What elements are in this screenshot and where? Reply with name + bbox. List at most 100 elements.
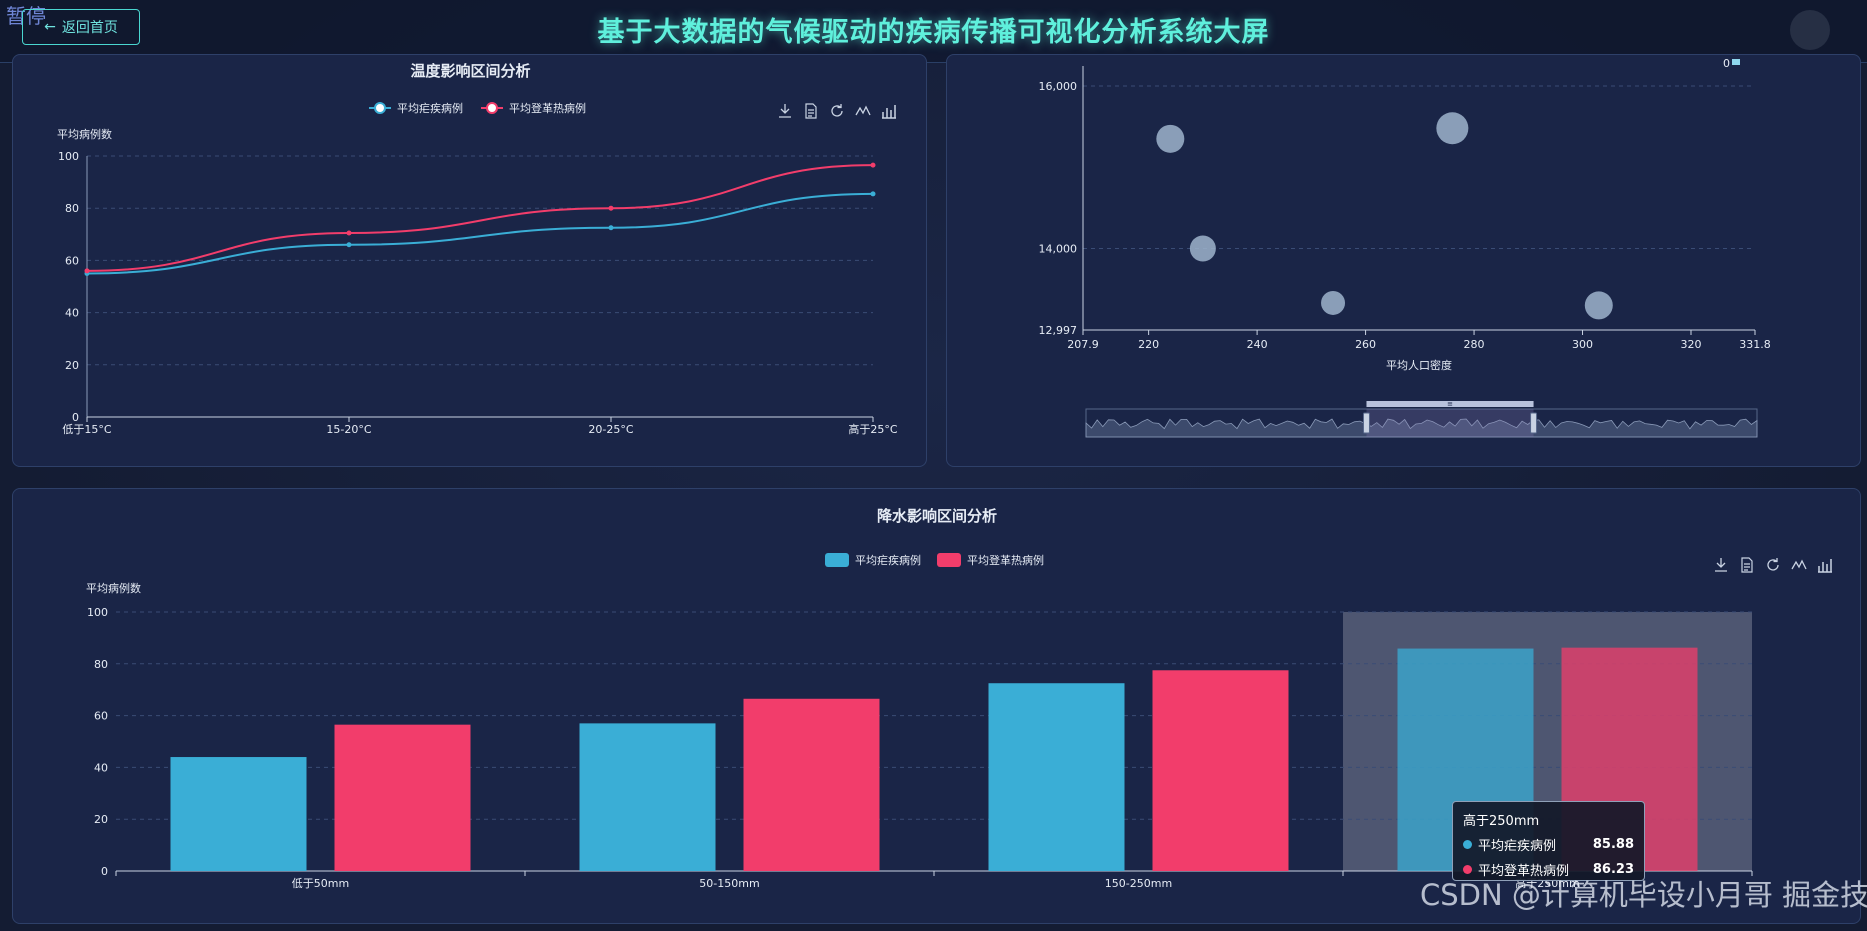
y-tick-label: 80 — [65, 202, 79, 215]
scatter-bubble — [1436, 112, 1469, 145]
data-point — [870, 191, 876, 197]
tooltip-row-name: 平均登革热病例 — [1478, 864, 1570, 879]
precipitation-toolbox — [1713, 557, 1833, 573]
x-tick-label: 240 — [1247, 338, 1268, 351]
avatar — [1790, 10, 1830, 50]
data-point — [870, 162, 876, 168]
series-line-dengue — [86, 164, 874, 272]
datazoom-handle[interactable] — [1530, 412, 1538, 434]
chart-title: 降水影响区间分析 — [877, 507, 997, 525]
restore-icon[interactable] — [1765, 557, 1781, 573]
bar-malaria[interactable] — [170, 757, 307, 871]
x-tick-label: 15-20°C — [326, 423, 371, 436]
y-tick-label: 40 — [94, 761, 108, 774]
y-tick-label: 40 — [65, 307, 79, 320]
y-tick-label: 12,997 — [1039, 324, 1078, 337]
bar-dengue[interactable] — [743, 698, 880, 871]
data-point — [346, 242, 352, 248]
pause-label[interactable]: 暂停 — [6, 4, 46, 28]
bar-malaria[interactable] — [579, 723, 716, 871]
x-tick-label: 207.9 — [1067, 338, 1099, 351]
x-tick-label: 低于50mm — [292, 877, 349, 890]
scatter-bubble — [1321, 290, 1346, 315]
line-chart-icon[interactable] — [855, 103, 871, 119]
legend-label: 平均疟疾病例 — [855, 553, 921, 567]
scatter-bubble — [1584, 291, 1613, 320]
back-home-label: 返回首页 — [61, 20, 118, 36]
data-point — [346, 230, 352, 236]
data-point — [608, 225, 614, 231]
download-icon[interactable] — [1713, 557, 1729, 573]
data-view-icon[interactable] — [1739, 557, 1755, 573]
top-header-bar: 暂停 ← 返回首页 基于大数据的气候驱动的疾病传播可视化分析系统大屏 — [0, 0, 1867, 63]
bar-malaria[interactable] — [988, 683, 1125, 871]
bar-chart-icon[interactable] — [881, 103, 897, 119]
population-density-panel: 12,997 14,000 16,000 207.9 220 240 260 280 300 32… — [946, 54, 1861, 467]
x-tick-label: 300 — [1572, 338, 1593, 351]
y-tick-label: 60 — [65, 254, 79, 267]
restore-icon[interactable] — [829, 103, 845, 119]
x-tick-label: 150-250mm — [1105, 877, 1172, 890]
temperature-toolbox — [777, 103, 897, 119]
y-tick-label: 16,000 — [1039, 80, 1078, 93]
tooltip-row-value: 85.88 — [1592, 837, 1634, 852]
y-tick-label: 20 — [65, 359, 79, 372]
y-tick-label: 0 — [101, 865, 108, 878]
x-axis-label: 平均人口密度 — [1386, 358, 1452, 372]
data-point — [608, 205, 614, 211]
watermark: CSDN @计算机毕设小月哥 掘金技术社区 — [1420, 878, 1867, 912]
y-axis-label: 平均病例数 — [86, 581, 141, 595]
x-tick-label: 50-150mm — [699, 877, 759, 890]
legend-value: 0 — [1723, 57, 1730, 70]
bar-dengue[interactable] — [334, 724, 471, 871]
legend-swatch — [825, 553, 849, 567]
back-home-button[interactable]: ← 返回首页 — [22, 9, 140, 45]
legend-label: 平均登革热病例 — [967, 553, 1044, 567]
data-view-icon[interactable] — [803, 103, 819, 119]
y-tick-label: 60 — [94, 710, 108, 723]
line-chart-icon[interactable] — [1791, 557, 1807, 573]
x-tick-label: 高于25°C — [848, 422, 897, 436]
legend-label: 平均登革热病例 — [509, 101, 586, 115]
x-tick-label: 260 — [1355, 338, 1376, 351]
arrow-left-icon: ← — [44, 19, 56, 35]
x-tick-label: 320 — [1681, 338, 1702, 351]
page-title: 基于大数据的气候驱动的疾病传播可视化分析系统大屏 — [597, 17, 1270, 48]
legend-marker — [486, 102, 498, 114]
x-tick-label: 低于15°C — [62, 423, 111, 436]
population-density-scatter-chart: 12,997 14,000 16,000 207.9 220 240 260 280 300 32… — [1039, 57, 1771, 438]
bar-dengue[interactable] — [1152, 670, 1289, 871]
bar-chart-icon[interactable] — [1817, 557, 1833, 573]
bar-tooltip: 高于250mm 平均疟疾病例 85.88 平均登革热病例 86.23 — [1452, 801, 1645, 881]
y-tick-label: 20 — [94, 813, 108, 826]
tooltip-row-malaria: 平均疟疾病例 85.88 — [1463, 835, 1634, 854]
x-tick-label: 220 — [1138, 338, 1159, 351]
tooltip-row-name: 平均疟疾病例 — [1478, 839, 1557, 854]
scatter-bubble — [1189, 235, 1216, 262]
tooltip-row-dengue: 平均登革热病例 86.23 — [1463, 860, 1634, 879]
datazoom-sparkline — [1085, 418, 1758, 438]
data-point — [84, 268, 90, 274]
x-tick-label: 20-25°C — [588, 423, 633, 436]
y-tick-label: 80 — [94, 658, 108, 671]
legend-label: 平均疟疾病例 — [397, 101, 463, 115]
tooltip-title: 高于250mm — [1463, 814, 1540, 829]
datazoom-top-bar — [1366, 401, 1534, 407]
datazoom-selection — [1366, 409, 1534, 437]
download-icon[interactable] — [777, 103, 793, 119]
datazoom-top-bar-grip: ≡ — [1447, 400, 1453, 408]
temperature-analysis-panel: 温度影响区间分析 平均病例数 0 20 40 60 80 100 低于15°C 15-20°C 20… — [12, 54, 927, 467]
tooltip-row-value: 86.23 — [1592, 862, 1634, 877]
scatter-bubble — [1156, 124, 1185, 153]
x-tick-label: 280 — [1464, 338, 1485, 351]
legend-swatch — [1732, 59, 1740, 65]
y-tick-label: 0 — [72, 411, 79, 424]
malaria-dot-icon — [1463, 840, 1472, 849]
y-axis-label: 平均病例数 — [57, 127, 112, 141]
datazoom-handle[interactable] — [1362, 412, 1370, 434]
y-tick-label: 14,000 — [1039, 243, 1078, 256]
y-tick-label: 100 — [87, 606, 108, 619]
legend-swatch — [937, 553, 961, 567]
